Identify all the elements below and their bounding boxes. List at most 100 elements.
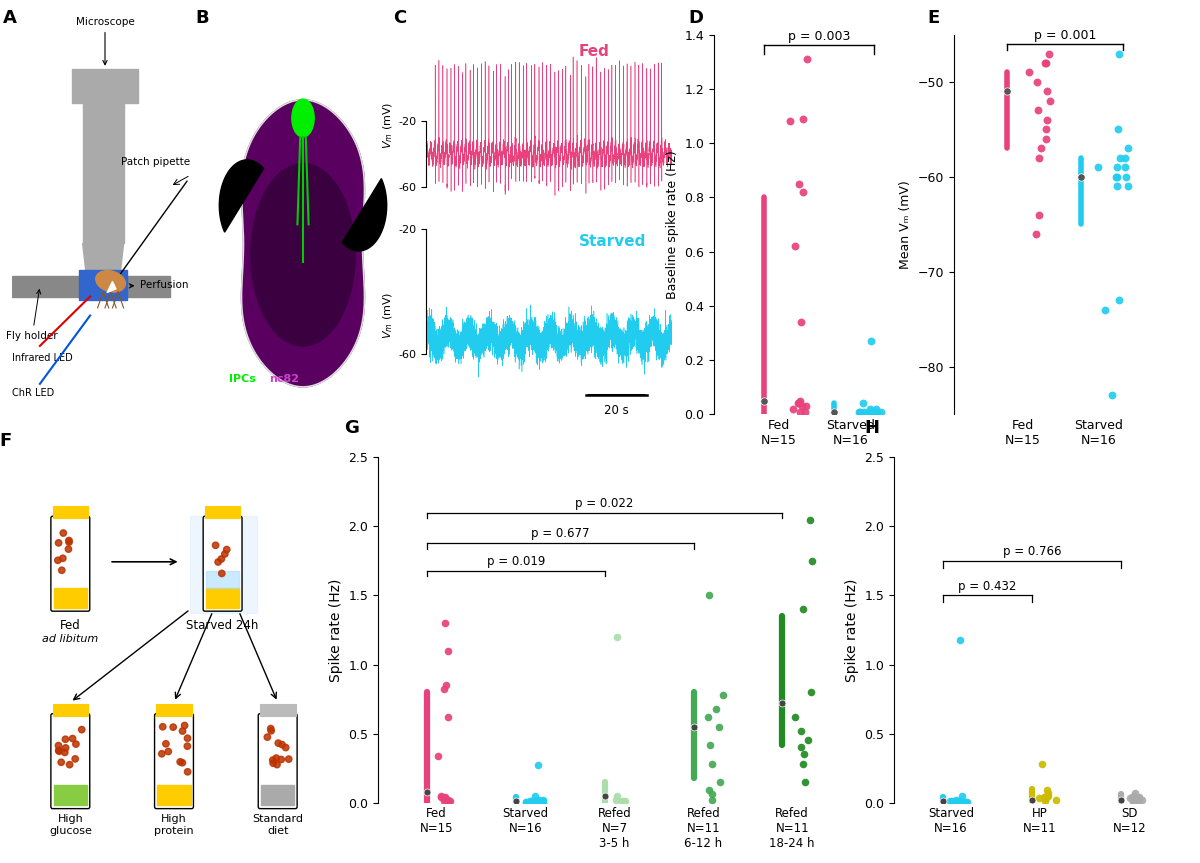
Point (1109, 293, 1128, 307)
Point (793, 602, 812, 616)
Point (1028, 208, 1048, 222)
Text: p = 0.766: p = 0.766 (1003, 545, 1061, 558)
Ellipse shape (270, 760, 276, 766)
FancyBboxPatch shape (258, 714, 298, 809)
Ellipse shape (264, 734, 270, 740)
Point (432, 789, 451, 803)
Point (440, 794, 460, 808)
Point (595, 789, 614, 803)
Point (850, 405, 869, 419)
Ellipse shape (55, 557, 61, 564)
Point (616, 794, 635, 808)
Point (707, 702, 726, 715)
Ellipse shape (275, 740, 282, 746)
Point (1019, 66, 1038, 79)
Point (1026, 227, 1045, 241)
FancyBboxPatch shape (50, 714, 90, 809)
Point (1046, 793, 1066, 807)
Point (1103, 388, 1122, 402)
Point (1072, 170, 1091, 184)
Bar (260, 703, 295, 715)
Point (1123, 793, 1142, 807)
Polygon shape (220, 160, 264, 232)
Point (1128, 793, 1147, 807)
Point (534, 793, 553, 807)
Text: Perfusion: Perfusion (130, 280, 188, 290)
Point (1038, 784, 1057, 797)
Point (997, 85, 1016, 98)
Point (506, 794, 526, 808)
Point (1122, 791, 1141, 804)
Point (799, 734, 818, 747)
Text: p = 0.677: p = 0.677 (530, 527, 589, 540)
Point (797, 52, 816, 66)
Text: IPCs: IPCs (228, 374, 256, 384)
Point (714, 688, 733, 702)
Point (955, 795, 974, 809)
Point (701, 738, 720, 752)
Ellipse shape (55, 539, 61, 546)
Bar (157, 785, 191, 805)
Text: p = 0.432: p = 0.432 (959, 580, 1016, 593)
Ellipse shape (60, 555, 66, 562)
Point (1022, 793, 1042, 807)
Point (1038, 789, 1057, 803)
Text: Fed: Fed (578, 44, 610, 59)
Bar (191, 516, 257, 613)
Ellipse shape (286, 756, 292, 762)
Point (941, 794, 960, 808)
Ellipse shape (58, 759, 65, 765)
Point (773, 696, 792, 710)
Point (953, 789, 972, 803)
Point (1038, 789, 1057, 803)
Ellipse shape (56, 748, 62, 754)
Point (520, 795, 539, 809)
Ellipse shape (61, 749, 68, 756)
Ellipse shape (163, 740, 169, 747)
Point (1037, 791, 1056, 805)
Point (1115, 161, 1134, 174)
Point (793, 757, 812, 771)
Bar (53, 507, 88, 518)
Ellipse shape (274, 755, 280, 761)
Ellipse shape (223, 546, 230, 553)
Point (702, 793, 721, 807)
Point (1033, 757, 1052, 771)
Point (947, 795, 966, 809)
Point (956, 795, 976, 809)
Point (436, 678, 455, 692)
Point (952, 794, 971, 808)
Point (1037, 123, 1056, 136)
Point (528, 794, 547, 808)
Point (428, 749, 448, 763)
Bar (206, 588, 239, 608)
Ellipse shape (73, 741, 79, 747)
FancyBboxPatch shape (155, 714, 193, 809)
Y-axis label: Spike rate (Hz): Spike rate (Hz) (845, 578, 859, 682)
Ellipse shape (66, 539, 72, 545)
Ellipse shape (179, 759, 186, 766)
Point (791, 740, 810, 754)
Point (1028, 104, 1048, 117)
Point (1106, 170, 1126, 184)
Point (824, 405, 844, 419)
Point (526, 794, 545, 808)
Point (1123, 795, 1142, 809)
Polygon shape (342, 179, 386, 251)
Point (780, 115, 799, 129)
Text: E: E (928, 9, 940, 27)
Bar (12, 275, 170, 297)
Bar (79, 270, 127, 300)
Point (802, 554, 821, 568)
Text: F: F (0, 432, 11, 450)
Y-axis label: Spike rate (Hz): Spike rate (Hz) (329, 578, 343, 682)
Point (950, 633, 970, 646)
Point (606, 793, 625, 807)
Bar (83, 72, 124, 243)
Point (863, 406, 882, 419)
Point (802, 685, 821, 699)
Text: 50 μm: 50 μm (332, 400, 366, 411)
Y-axis label: Mean Vₘ (mV): Mean Vₘ (mV) (899, 180, 912, 268)
Ellipse shape (176, 759, 184, 765)
Point (1129, 791, 1148, 805)
